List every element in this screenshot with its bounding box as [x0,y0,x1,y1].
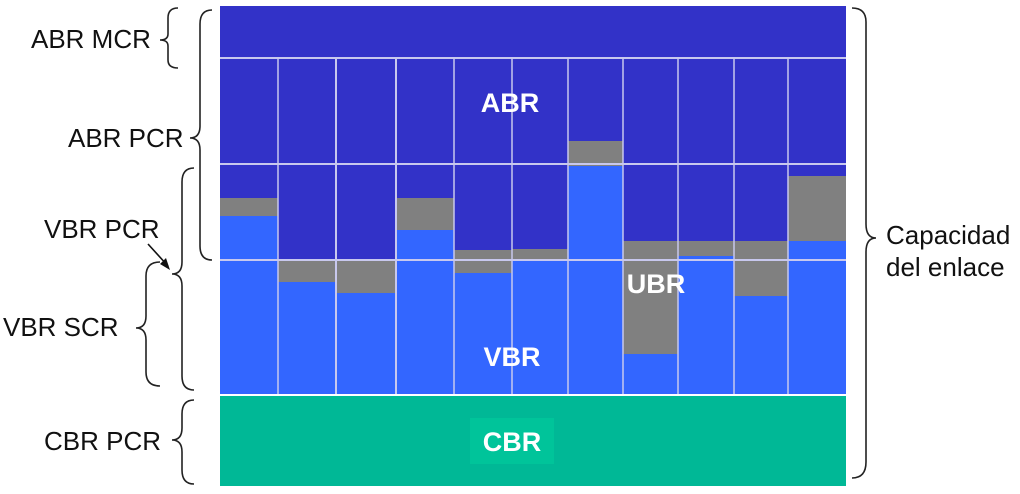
grid-lines [220,57,846,394]
link-capacity-label-line1: Capacidad [886,220,1010,250]
ubr-region-label: UBR [627,269,686,299]
vbr-bar [220,216,278,394]
vbr-bar [734,296,788,394]
vbr-bar [512,259,568,394]
cbr-pcr-brace [171,399,195,485]
cbr-pcr-label: CBR PCR [44,426,161,456]
cbr-label-box [470,418,554,464]
abr-pcr-label: ABR PCR [68,123,184,153]
vbr-bar [454,273,512,394]
vbr-bar [678,256,734,394]
vbr-bar [568,166,623,394]
vbr-bar [623,354,678,394]
abr-pcr-brace [189,9,213,261]
abr-mcr-label: ABR MCR [31,24,151,54]
vbr-scr-brace [135,261,161,387]
vbr-bar [396,230,454,394]
link-capacity-label-line2: del enlace [886,252,1005,282]
vbr-pcr-arrowhead [160,258,170,270]
vbr-bar [278,282,336,394]
abr-region-label: ABR [481,88,540,118]
vbr-pcr-brace [171,167,195,391]
vbr-scr-label: VBR SCR [3,312,119,342]
vbr-pcr-label: VBR PCR [44,214,160,244]
vbr-bars [220,166,846,394]
vbr-bar [788,241,846,394]
link-capacity-brace [851,7,877,479]
vbr-bar [336,293,396,394]
cbr-region-label: CBR [483,427,542,457]
vbr-region-label: VBR [483,342,540,372]
left-braces [135,7,213,485]
abr-mcr-brace [159,7,179,69]
